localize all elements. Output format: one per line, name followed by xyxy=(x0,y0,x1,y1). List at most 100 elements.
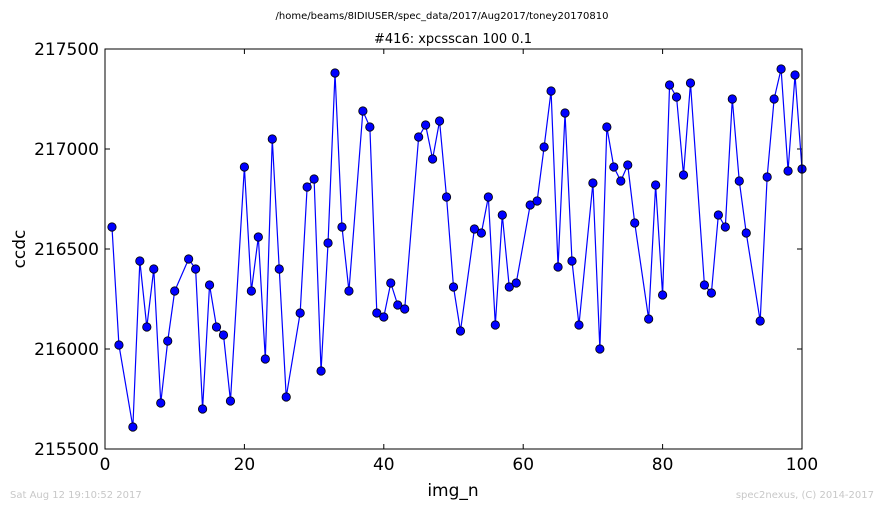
data-point xyxy=(204,280,215,290)
data-point xyxy=(560,108,570,118)
y-tick-label: 215500 xyxy=(34,440,99,460)
data-point xyxy=(664,80,675,90)
data-point xyxy=(295,308,305,318)
chart-suptitle: /home/beams/8IDIUSER/spec_data/2017/Aug2… xyxy=(276,11,609,22)
data-point xyxy=(372,308,382,318)
data-point xyxy=(574,320,584,330)
data-point xyxy=(365,122,375,132)
data-point xyxy=(469,224,480,234)
data-point xyxy=(651,180,661,190)
data-point xyxy=(685,78,696,88)
data-point xyxy=(379,312,389,322)
footer-credit: spec2nexus, (C) 2014-2017 xyxy=(735,490,874,501)
data-point xyxy=(149,264,159,274)
data-point xyxy=(316,366,326,376)
y-axis-label: ccdc xyxy=(10,230,30,269)
y-tick-label: 217500 xyxy=(34,40,99,60)
data-point xyxy=(539,142,549,152)
series-layer xyxy=(107,64,807,432)
footer-timestamp: Sat Aug 12 19:10:52 2017 xyxy=(10,490,142,501)
data-point xyxy=(497,210,507,220)
data-point xyxy=(191,264,201,274)
data-point xyxy=(490,320,500,330)
data-point xyxy=(246,286,256,296)
data-point xyxy=(644,314,654,324)
data-point xyxy=(218,330,229,340)
data-point xyxy=(713,210,723,220)
x-tick-label: 0 xyxy=(100,455,111,475)
data-point xyxy=(400,304,410,314)
data-point xyxy=(211,322,222,332)
data-point xyxy=(309,174,319,184)
data-point xyxy=(727,94,737,104)
data-point xyxy=(337,222,347,232)
data-point xyxy=(630,218,640,228)
data-point xyxy=(755,316,765,326)
data-point xyxy=(274,264,284,274)
data-point xyxy=(671,92,682,102)
data-point xyxy=(107,222,117,232)
data-point xyxy=(609,162,619,172)
data-point xyxy=(657,290,668,300)
data-point xyxy=(525,200,535,210)
data-point xyxy=(623,160,633,170)
data-point xyxy=(114,340,124,350)
data-point xyxy=(260,354,270,364)
series-line xyxy=(111,68,803,428)
x-tick-label: 60 xyxy=(512,455,534,475)
data-point xyxy=(741,228,751,238)
data-point xyxy=(358,106,368,116)
data-point xyxy=(776,64,786,74)
data-point xyxy=(769,94,779,104)
data-point xyxy=(476,228,486,238)
data-point xyxy=(706,288,716,298)
plot-frame xyxy=(104,48,803,450)
data-point xyxy=(699,280,710,290)
data-point xyxy=(239,162,249,172)
data-point xyxy=(678,170,689,180)
data-point xyxy=(588,178,598,188)
data-point xyxy=(532,196,542,206)
data-point xyxy=(170,286,180,296)
data-point xyxy=(135,256,145,266)
data-point xyxy=(267,134,277,144)
data-point xyxy=(602,122,612,132)
data-point xyxy=(546,86,556,96)
data-point xyxy=(734,176,744,186)
data-point xyxy=(302,182,312,192)
data-point xyxy=(783,166,793,176)
y-tick-label: 216500 xyxy=(34,240,99,260)
y-tick-label: 217000 xyxy=(34,140,99,160)
x-tick-label: 20 xyxy=(234,455,256,475)
x-tick-label: 100 xyxy=(786,455,818,475)
data-point xyxy=(595,344,605,354)
data-point xyxy=(616,176,626,186)
data-point xyxy=(567,256,577,266)
data-point xyxy=(441,192,452,202)
data-point xyxy=(344,286,354,296)
data-point xyxy=(414,132,424,142)
data-point xyxy=(330,68,340,78)
data-point xyxy=(720,222,730,232)
data-point xyxy=(197,404,208,414)
data-point xyxy=(455,326,466,336)
data-point xyxy=(386,278,396,288)
data-point xyxy=(511,278,521,288)
x-axis-label: img_n xyxy=(427,481,478,501)
data-point xyxy=(483,192,493,202)
data-point xyxy=(421,120,431,130)
data-point xyxy=(434,116,445,126)
data-point xyxy=(184,254,194,264)
x-tick-label: 40 xyxy=(373,455,395,475)
data-point xyxy=(225,396,236,406)
data-point xyxy=(323,238,333,248)
y-tick-label: 216000 xyxy=(34,340,99,360)
data-point xyxy=(128,422,138,432)
data-point xyxy=(448,282,459,292)
data-point xyxy=(142,322,152,332)
data-point xyxy=(156,398,166,408)
data-point xyxy=(393,300,403,310)
x-tick-label: 80 xyxy=(652,455,674,475)
y-axis-ticks: 215500 216000 216500 217000 217500 xyxy=(34,40,802,460)
